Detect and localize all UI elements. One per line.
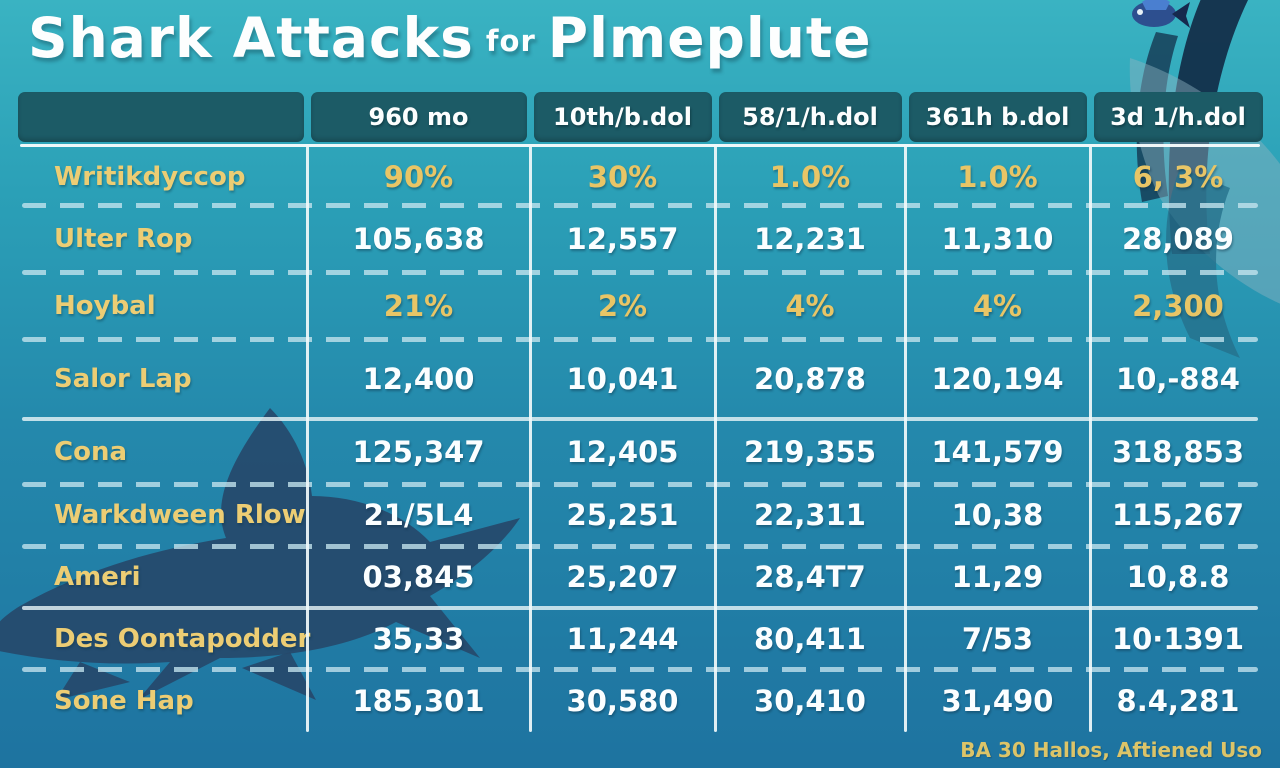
cell-value: 25,207 bbox=[566, 560, 679, 594]
cell-value: 1.0% bbox=[957, 159, 1038, 194]
cell-value: 03,845 bbox=[362, 560, 475, 594]
cell-value: 28,089 bbox=[1122, 221, 1234, 256]
cell-value: 22,311 bbox=[754, 498, 866, 532]
cell-value: 11,244 bbox=[566, 621, 679, 656]
cell-value: 30,580 bbox=[566, 683, 679, 718]
column-divider-line bbox=[1088, 146, 1092, 732]
table-row: Hoybal 21% 2% 4% 4% 2,300 bbox=[14, 272, 1266, 342]
cell-value: 120,194 bbox=[931, 362, 1064, 396]
cell-value: 31,490 bbox=[941, 683, 1054, 718]
cell-value: 12,405 bbox=[566, 434, 679, 469]
cell-value: 115,267 bbox=[1111, 498, 1245, 532]
column-header: 960 mo bbox=[310, 92, 527, 142]
table-row: Writikdyccop 90% 30% 1.0% 1.0% 6, 3% bbox=[14, 148, 1266, 208]
table-row: Ameri 03,845 25,207 28,4T7 11,29 10,8.8 bbox=[14, 546, 1266, 610]
cell-value: 35,33 bbox=[372, 621, 465, 656]
table-row: Salor Lap 12,400 10,041 20,878 120,194 10,-88… bbox=[14, 339, 1266, 421]
cell-value: 10,-884 bbox=[1116, 362, 1240, 396]
row-label: Cona bbox=[54, 436, 127, 467]
title-connector: for bbox=[485, 24, 536, 58]
row-label: Ulter Rop bbox=[54, 223, 193, 254]
cell-value: 219,355 bbox=[743, 434, 877, 469]
cell-value: 90% bbox=[383, 159, 454, 194]
cell-value: 10,38 bbox=[951, 498, 1044, 532]
table-body: Writikdyccop 90% 30% 1.0% 1.0% 6, 3% Ulter Rop… bbox=[14, 148, 1266, 732]
cell-value: 12,557 bbox=[566, 221, 679, 256]
cell-value: 4% bbox=[972, 288, 1023, 323]
column-header: 361h b.dol bbox=[908, 92, 1087, 142]
cell-value: 11,29 bbox=[951, 560, 1044, 594]
title-subject: Plmeplute bbox=[547, 6, 872, 70]
column-header: 58/1/h.dol bbox=[718, 92, 902, 142]
column-header: 10th/b.dol bbox=[533, 92, 712, 142]
column-divider-line bbox=[305, 146, 309, 732]
cell-value: 10,8.8 bbox=[1126, 560, 1230, 594]
cell-value: 10·1391 bbox=[1111, 621, 1245, 656]
column-header: 3d 1/h.dol bbox=[1093, 92, 1263, 142]
data-table: 960 mo 10th/b.dol 58/1/h.dol 361h b.dol 3d 1… bbox=[14, 92, 1266, 732]
column-divider-line bbox=[713, 146, 717, 732]
cell-value: 20,878 bbox=[754, 362, 866, 396]
cell-value: 12,231 bbox=[754, 221, 866, 256]
table-row: Cona 125,347 12,405 219,355 141,579 318,853 bbox=[14, 419, 1266, 487]
column-divider-line bbox=[903, 146, 907, 732]
cell-value: 8.4,281 bbox=[1116, 683, 1240, 718]
cell-value: 4% bbox=[785, 288, 835, 323]
cell-value: 30% bbox=[587, 159, 658, 194]
cell-value: 318,853 bbox=[1111, 434, 1245, 469]
row-label: Hoybal bbox=[54, 290, 156, 321]
cell-value: 21% bbox=[383, 288, 454, 323]
cell-value: 141,579 bbox=[931, 434, 1064, 469]
row-label: Des Oontapodder bbox=[54, 623, 311, 654]
cell-value: 28,4T7 bbox=[754, 560, 866, 594]
cell-value: 25,251 bbox=[566, 498, 679, 532]
cell-value: 21/5L4 bbox=[363, 498, 474, 532]
cell-value: 11,310 bbox=[941, 221, 1054, 256]
footer-credit: BA 30 Hallos, Aftiened Uso bbox=[960, 738, 1262, 762]
cell-value: 2% bbox=[597, 288, 648, 323]
cell-value: 7/53 bbox=[961, 621, 1034, 656]
cell-value: 185,301 bbox=[352, 683, 485, 718]
cell-value: 2,300 bbox=[1132, 288, 1224, 323]
table-row: Des Oontapodder 35,33 11,244 80,411 7/53 10·1… bbox=[14, 608, 1266, 672]
header-underline bbox=[20, 144, 1260, 147]
column-divider-line bbox=[528, 146, 532, 732]
table-row: Ulter Rop 105,638 12,557 12,231 11,310 28,089 bbox=[14, 205, 1266, 275]
title-main: Shark Attacks bbox=[28, 6, 474, 70]
cell-value: 12,400 bbox=[362, 362, 475, 396]
cell-value: 6, 3% bbox=[1132, 159, 1224, 194]
table-row: Warkdween Rlow 21/5L4 25,251 22,311 10,38 115… bbox=[14, 484, 1266, 549]
cell-value: 125,347 bbox=[352, 434, 485, 469]
page-title: Shark Attacks for Plmeplute bbox=[28, 6, 872, 70]
cell-value: 1.0% bbox=[769, 159, 851, 194]
cell-value: 10,041 bbox=[566, 362, 679, 396]
row-label: Ameri bbox=[54, 562, 141, 592]
column-header bbox=[17, 92, 304, 142]
cell-value: 30,410 bbox=[754, 683, 866, 718]
row-label: Writikdyccop bbox=[54, 161, 246, 192]
row-label: Sone Hap bbox=[54, 685, 194, 716]
row-label: Salor Lap bbox=[54, 364, 192, 394]
table-header: 960 mo 10th/b.dol 58/1/h.dol 361h b.dol 3d 1… bbox=[14, 92, 1266, 142]
cell-value: 80,411 bbox=[754, 621, 866, 656]
cell-value: 105,638 bbox=[352, 221, 485, 256]
table-row: Sone Hap 185,301 30,580 30,410 31,490 8.4,281 bbox=[14, 669, 1266, 732]
row-label: Warkdween Rlow bbox=[54, 500, 306, 530]
